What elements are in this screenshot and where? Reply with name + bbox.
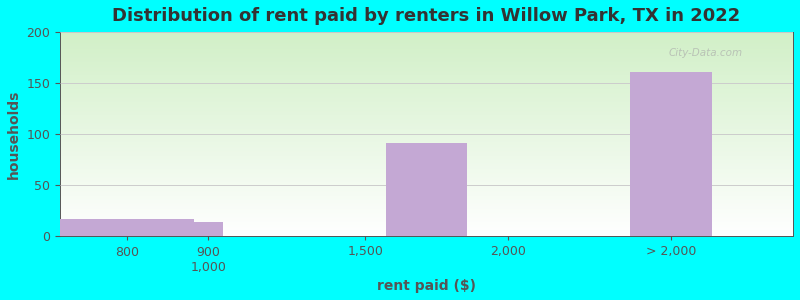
Bar bbox=[386, 143, 467, 236]
Bar bbox=[630, 72, 712, 236]
Y-axis label: households: households bbox=[7, 90, 21, 179]
Bar bbox=[194, 222, 223, 236]
Title: Distribution of rent paid by renters in Willow Park, TX in 2022: Distribution of rent paid by renters in … bbox=[113, 7, 741, 25]
Bar bbox=[60, 219, 194, 236]
Text: City-Data.com: City-Data.com bbox=[669, 48, 742, 59]
X-axis label: rent paid ($): rent paid ($) bbox=[377, 279, 476, 293]
